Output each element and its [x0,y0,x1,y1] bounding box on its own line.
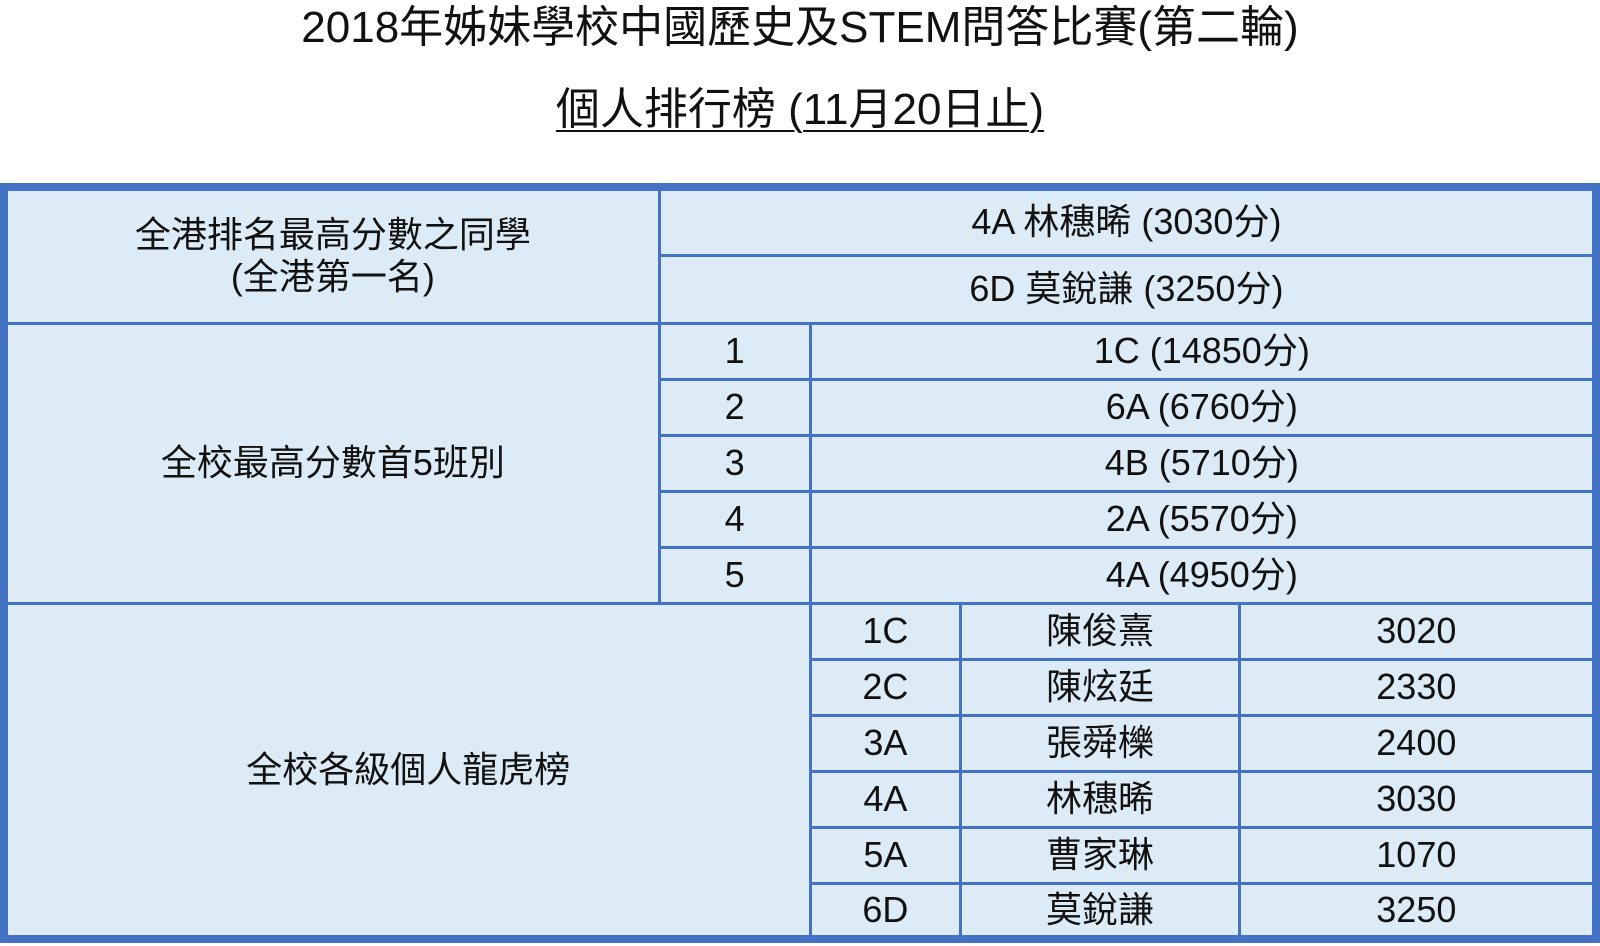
table-row: 4 2A (5570分) [4,489,1598,549]
class-cell: 2C [808,657,963,717]
class-score-cell: 6A (6760分) [808,377,1598,437]
class-cell: 1C [808,601,963,661]
table-row: 3 4B (5710分) [4,433,1598,493]
rank-cell: 4 [657,489,812,549]
page-title: 2018年姊妹學校中國歷史及STEM問答比賽(第二輪) [301,3,1299,52]
score-cell: 1070 [1237,825,1598,885]
class-score-cell: 4B (5710分) [808,433,1598,493]
class-cell: 5A [808,825,963,885]
name-cell: 莫銳謙 [959,881,1241,941]
page-subtitle: 個人排行榜 (11月20日止) [0,84,1600,136]
table-row: 6D 莫銳謙 3250 [4,881,1598,941]
name-cell: 張舜櫟 [959,713,1241,773]
score-cell: 3020 [1237,601,1598,661]
score-cell: 2330 [1237,657,1598,717]
subtitle-text: 個人排行榜 (11月20日止) [555,85,1045,134]
table-row: 全校各級個人龍虎榜 1C 陳俊熹 3020 [2,601,1598,941]
rank-cell: 1 [657,321,812,381]
score-cell: 3250 [1237,881,1598,941]
rank-cell: 5 [657,545,812,605]
score-cell: 2400 [1237,713,1598,773]
table-row: 2 6A (6760分) [4,377,1598,437]
class-score-cell: 1C (14850分) [808,321,1598,381]
class-cell: 3A [808,713,963,773]
rank-cell: 2 [657,377,812,437]
class-score-cell: 4A (4950分) [808,545,1598,605]
class-cell: 6D [808,881,963,941]
class-score-cell: 2A (5570分) [808,489,1598,549]
ranking-table: 全港排名最高分數之同學 (全港第一名) 4A 林穗晞 (3030分) 6D 莫銳… [0,183,1600,943]
table-row: 5A 曹家琳 1070 [4,825,1598,885]
hk-top-entry: 4A 林穗晞 (3030分) [657,185,1598,257]
table-row: 5 4A (4950分) [4,545,1598,605]
level-top-label: 全校各級個人龍虎榜 [2,601,812,941]
table-row: 6D 莫銳謙 (3250分) [4,253,1598,325]
hk-top-label: 全港排名最高分數之同學 (全港第一名) [2,185,661,325]
table-row: 2C 陳炫廷 2330 [4,657,1598,717]
top-classes-label: 全校最高分數首5班別 [2,321,661,605]
table-row: 全校最高分數首5班別 1 1C (14850分) [2,321,1598,605]
table-row: 4A 林穗晞 3030 [4,769,1598,829]
hk-top-label-line1: 全港排名最高分數之同學 [134,214,531,256]
name-cell: 陳炫廷 [959,657,1241,717]
table-row: 全港排名最高分數之同學 (全港第一名) 4A 林穗晞 (3030分) [2,185,1598,325]
hk-top-entry: 6D 莫銳謙 (3250分) [657,253,1598,325]
table-row: 3A 張舜櫟 2400 [4,713,1598,773]
name-cell: 曹家琳 [959,825,1241,885]
rank-cell: 3 [657,433,812,493]
hk-top-label-line2: (全港第一名) [230,256,435,298]
name-cell: 林穗晞 [959,769,1241,829]
class-cell: 4A [808,769,963,829]
name-cell: 陳俊熹 [959,601,1241,661]
score-cell: 3030 [1237,769,1598,829]
